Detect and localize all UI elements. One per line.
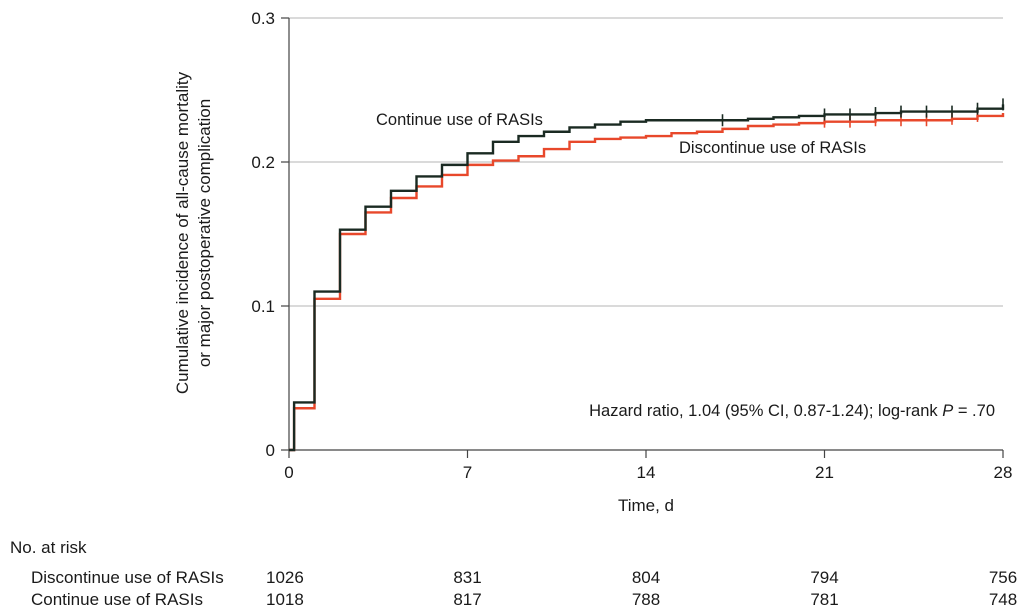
risk-row-label-0: Discontinue use of RASIs (31, 568, 224, 587)
risk-value-1-3: 781 (810, 590, 838, 609)
risk-value-1-0: 1018 (266, 590, 304, 609)
y-tick-label-0: 0 (266, 441, 275, 460)
y-axis-title: Cumulative incidence of all-cause mortal… (173, 71, 214, 394)
series-lines (289, 98, 1005, 452)
y-axis-title-line-1: Cumulative incidence of all-cause mortal… (173, 71, 192, 394)
x-axis-title: Time, d (618, 496, 674, 515)
hazard-ratio-annotation: Hazard ratio, 1.04 (95% CI, 0.87-1.24); … (589, 402, 995, 420)
x-tick-label-4: 28 (994, 463, 1013, 482)
x-tick-label-2: 14 (637, 463, 656, 482)
series-label-0: Continue use of RASIs (376, 111, 543, 129)
risk-value-0-2: 804 (632, 568, 660, 587)
gridlines (289, 17, 1003, 307)
y-tick-label-3: 0.3 (251, 9, 275, 28)
risk-value-0-0: 1026 (266, 568, 304, 587)
y-tick-label-2: 0.2 (251, 153, 275, 172)
risk-value-1-2: 788 (632, 590, 660, 609)
risk-value-1-4: 748 (989, 590, 1017, 609)
risk-value-1-1: 817 (453, 590, 481, 609)
y-tick-label-1: 0.1 (251, 297, 275, 316)
risk-table-header: No. at risk (10, 538, 87, 557)
y-axis-title-line-2: or major postoperative complication (195, 99, 214, 367)
risk-value-0-4: 756 (989, 568, 1017, 587)
x-tick-label-1: 7 (463, 463, 472, 482)
risk-row-label-1: Continue use of RASIs (31, 590, 203, 609)
risk-table: No. at risk Discontinue use of RASIs 1026… (10, 538, 1017, 609)
axes: 0 0.1 0.2 0.3 0 7 14 21 28 (251, 9, 1012, 482)
series-line-0 (289, 113, 1005, 452)
x-tick-label-0: 0 (284, 463, 293, 482)
series-line-1 (289, 104, 1005, 452)
series-label-1: Discontinue use of RASIs (679, 139, 866, 157)
risk-value-0-1: 831 (453, 568, 481, 587)
series-labels: Continue use of RASIs Discontinue use of … (376, 111, 866, 157)
x-tick-label-3: 21 (815, 463, 834, 482)
risk-value-0-3: 794 (810, 568, 838, 587)
